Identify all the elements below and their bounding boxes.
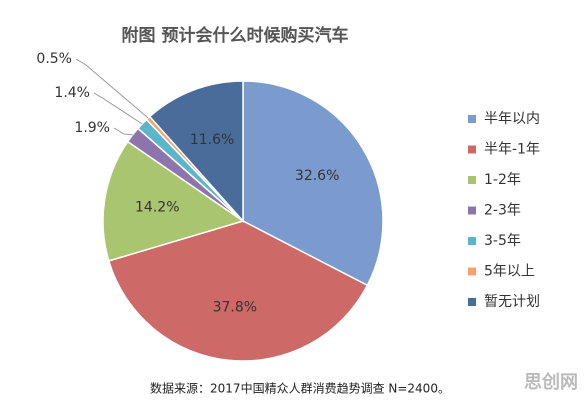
leader-line <box>113 127 133 136</box>
legend-label: 暂无计划 <box>484 294 540 310</box>
legend-label: 2-3年 <box>484 203 521 219</box>
pie-slice <box>102 140 245 262</box>
legend-swatch <box>468 267 476 276</box>
legend-swatch <box>468 237 476 245</box>
pie-slice <box>107 220 369 362</box>
data-label: 1.4% <box>54 85 90 101</box>
legend-swatch <box>468 206 476 215</box>
data-label: 32.6% <box>295 168 339 184</box>
leader-line <box>75 58 149 119</box>
legend-swatch <box>468 115 476 123</box>
data-label: 0.5% <box>36 51 72 67</box>
data-label: 37.8% <box>213 299 257 315</box>
watermark: 思创网 <box>524 371 578 393</box>
legend-label: 半年-1年 <box>484 142 540 158</box>
legend-label: 3-5年 <box>484 233 521 249</box>
data-label: 14.2% <box>135 199 179 215</box>
pie-slice <box>148 80 244 223</box>
chart-title: 附图 预计会什么时候购买汽车 <box>122 25 349 46</box>
legend-label: 半年以内 <box>484 111 540 127</box>
pie-slice <box>242 80 384 287</box>
legend-label: 5年以上 <box>484 264 535 280</box>
source-note: 数据来源：2017中国精众人群消费趋势调查 N=2400。 <box>150 381 450 396</box>
legend-swatch <box>468 145 476 154</box>
leader-line <box>93 92 143 125</box>
data-label: 11.6% <box>190 132 234 148</box>
legend-label: 1-2年 <box>484 172 521 188</box>
legend-swatch <box>468 298 476 306</box>
data-label: 1.9% <box>74 120 110 136</box>
legend-swatch <box>468 176 476 184</box>
